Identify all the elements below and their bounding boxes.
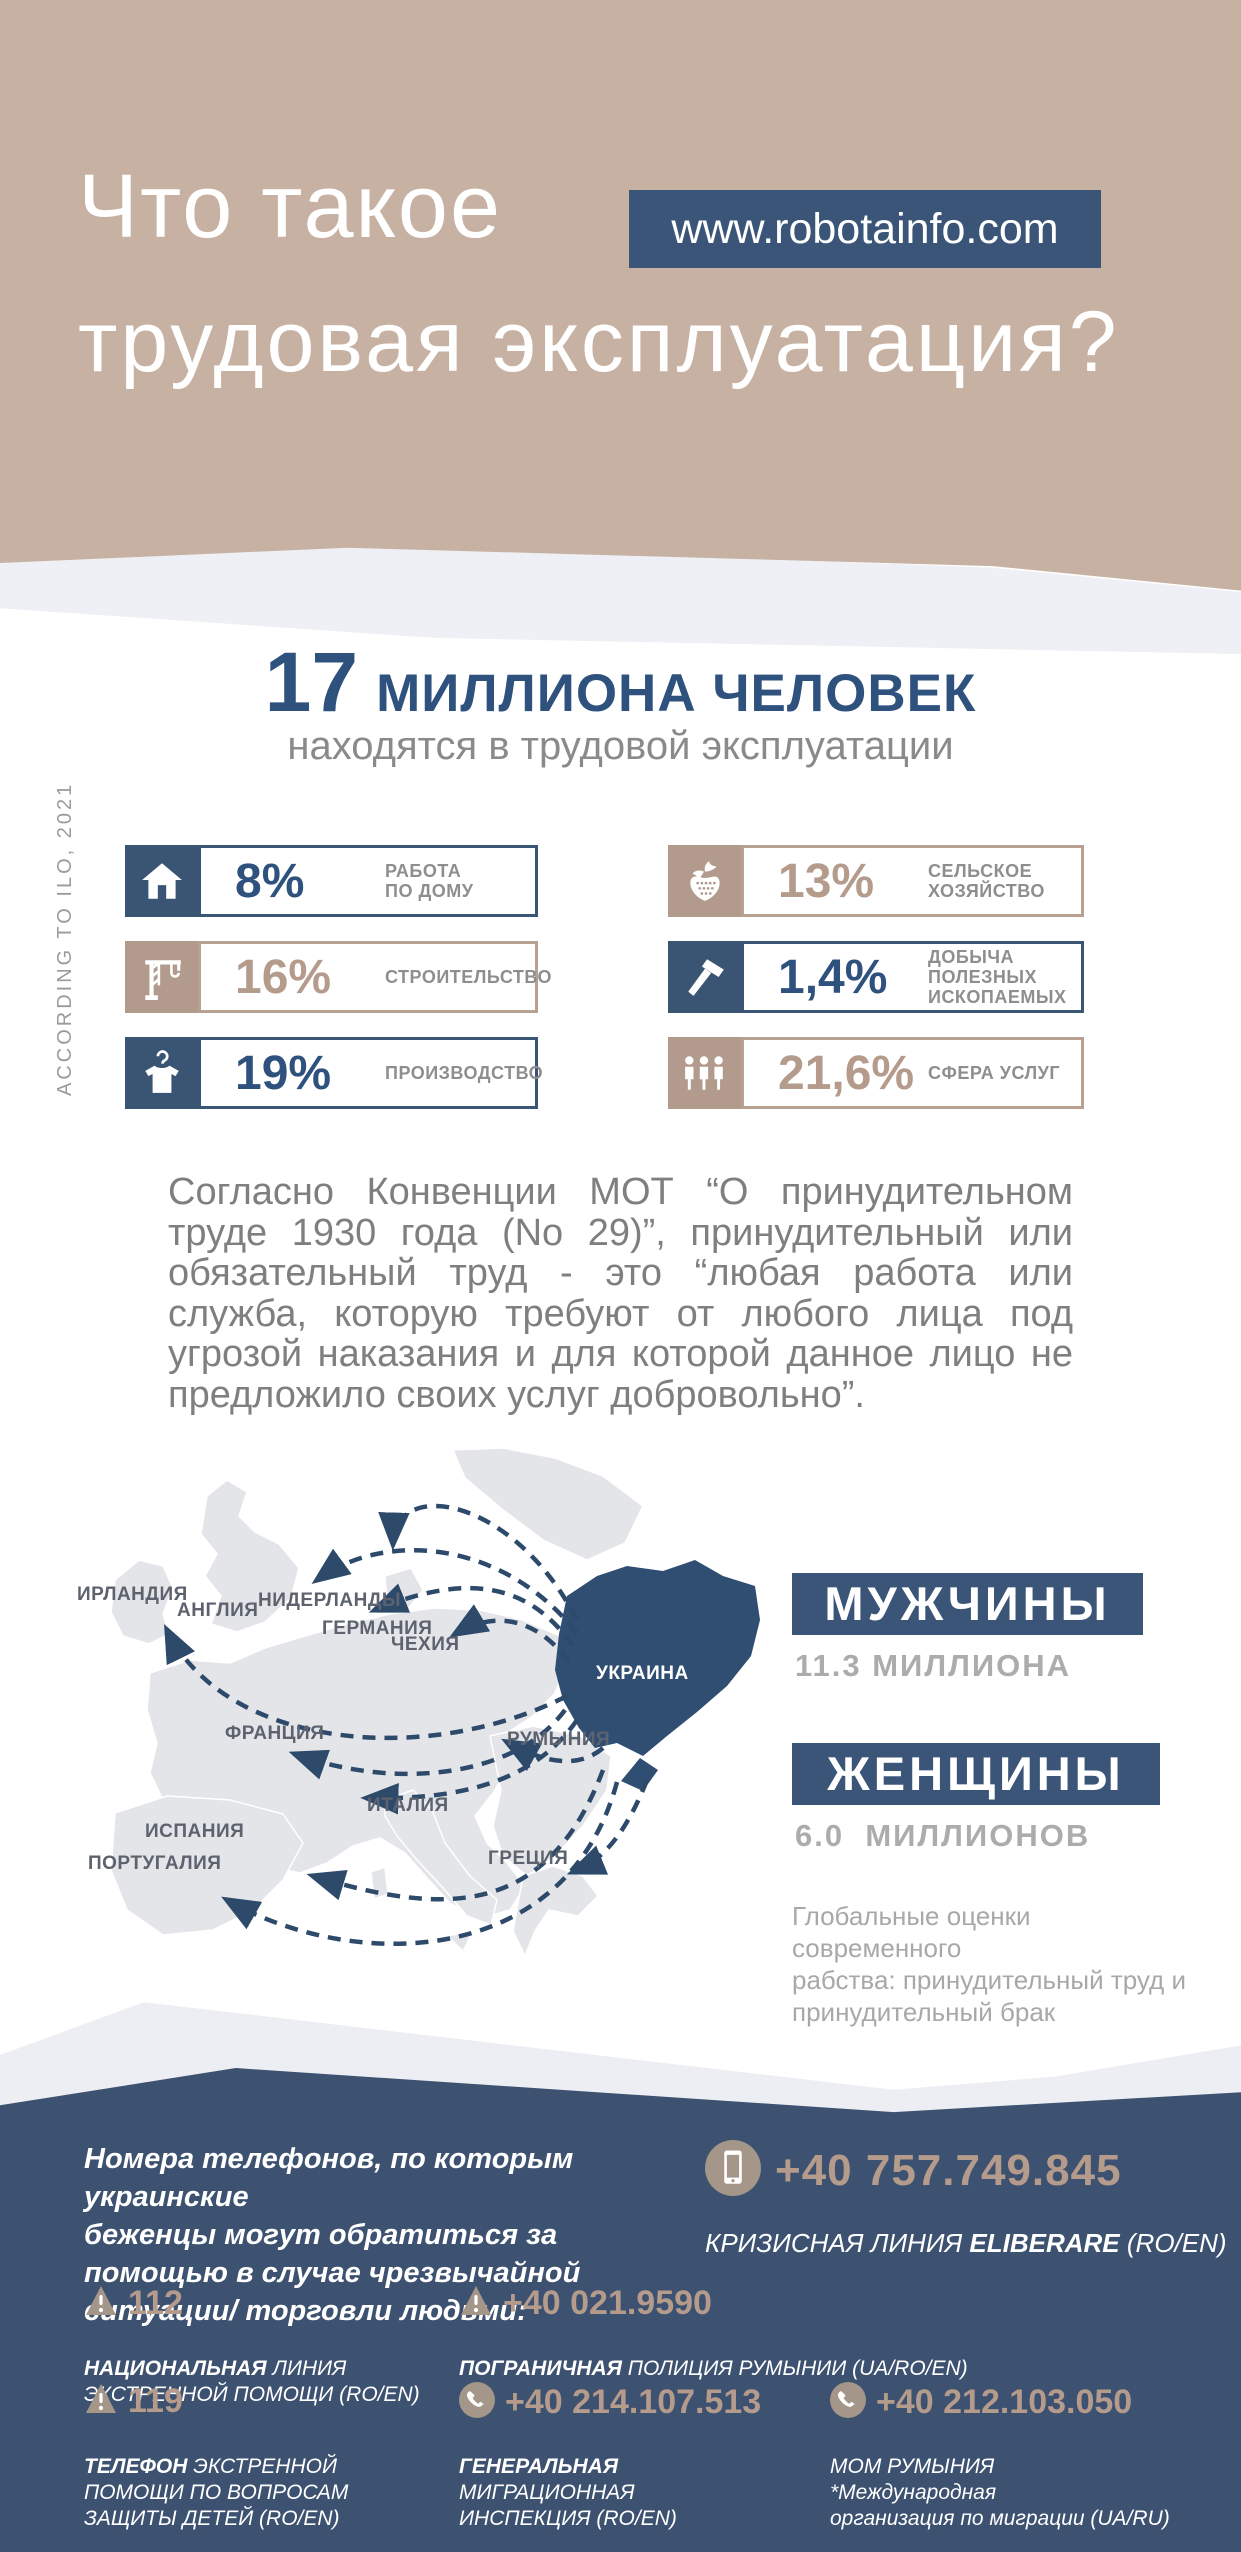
hammer-icon bbox=[668, 941, 741, 1013]
stat-percent: 8% bbox=[235, 854, 305, 908]
europe-trafficking-map: ИРЛАНДИЯ АНГЛИЯ НИДЕРЛАНДЫ ГЕРМАНИЯ ЧЕХИ… bbox=[77, 1448, 760, 1958]
map-label-ireland: ИРЛАНДИЯ bbox=[77, 1584, 188, 1605]
ukraine-shape bbox=[555, 1560, 760, 1791]
headline-subtitle: находятся в трудовой эксплуатации bbox=[287, 724, 954, 768]
map-label-netherlands: НИДЕРЛАНДЫ bbox=[258, 1590, 401, 1611]
stat-label: РАБОТА ПО ДОМУ bbox=[385, 861, 474, 901]
entry-label-bold: ТЕЛЕФОН bbox=[84, 2455, 188, 2478]
entry-label-rest: МИГРАЦИОННАЯ ИНСПЕКЦИЯ (RO/EN) bbox=[459, 2481, 677, 2530]
stat-label: СТРОИТЕЛЬСТВО bbox=[385, 967, 552, 987]
stat-mining: 1,4% ДОБЫЧА ПОЛЕЗНЫХ ИСКОПАЕМЫХ bbox=[668, 941, 1084, 1013]
map-label-germany: ГЕРМАНИЯ bbox=[322, 1618, 432, 1639]
phone-icon bbox=[459, 2382, 495, 2423]
website-link[interactable]: www.robotainfo.com bbox=[629, 190, 1101, 268]
house-icon bbox=[125, 845, 198, 917]
map-country-labels: ИРЛАНДИЯ АНГЛИЯ НИДЕРЛАНДЫ ГЕРМАНИЯ ЧЕХИ… bbox=[77, 1584, 689, 1874]
emergency-112: 112 bbox=[84, 2284, 183, 2323]
border-police: +40 021.9590 bbox=[459, 2284, 712, 2323]
map-label-ukraine: УКРАИНА bbox=[596, 1663, 689, 1684]
stat-label: ПРОИЗВОДСТВО bbox=[385, 1063, 544, 1083]
stat-domestic-work: 8% РАБОТА ПО ДОМУ bbox=[125, 845, 538, 917]
entry-label-border-police: ПОГРАНИЧНАЯ ПОЛИЦИЯ РУМЫНИИ (UA/RO/EN) bbox=[459, 2330, 1059, 2382]
stat-agriculture: 13% СЕЛЬСКОЕ ХОЗЯЙСТВО bbox=[668, 845, 1084, 917]
entry-number: 112 bbox=[128, 2284, 183, 2322]
entry-number: +40 214.107.513 bbox=[505, 2383, 762, 2421]
entry-label-iom: МОМ РУМЫНИЯ *Международная организация п… bbox=[830, 2428, 1170, 2532]
iom-romania: +40 212.103.050 bbox=[830, 2382, 1132, 2423]
entry-number: 119 bbox=[128, 2382, 183, 2420]
header-background bbox=[0, 0, 1241, 591]
entry-number: +40 212.103.050 bbox=[876, 2383, 1133, 2421]
headline-number: 17 bbox=[264, 635, 359, 729]
map-label-italy: ИТАЛИЯ bbox=[367, 1795, 449, 1816]
stat-label: СЕЛЬСКОЕ ХОЗЯЙСТВО bbox=[928, 861, 1045, 901]
website-url: www.robotainfo.com bbox=[671, 204, 1059, 253]
stat-label: СФЕРА УСЛУГ bbox=[928, 1063, 1061, 1083]
footer-background bbox=[0, 2119, 1241, 2552]
men-heading: МУЖЧИНЫ bbox=[792, 1573, 1143, 1635]
entry-label-rest: ЛИНИЯ ЭКСТРЕННОЙ ПОМОЩИ (RO/EN) bbox=[84, 2357, 420, 2406]
hotline-label-pre: КРИЗИСНАЯ ЛИНИЯ bbox=[705, 2228, 970, 2258]
hotline-label: КРИЗИСНАЯ ЛИНИЯ ELIBERARE (RO/EN) bbox=[705, 2228, 1227, 2259]
map-label-czechia: ЧЕХИЯ bbox=[391, 1634, 460, 1655]
map-label-romania: РУМЫНИЯ bbox=[507, 1729, 610, 1750]
crane-icon bbox=[125, 941, 198, 1013]
stat-percent: 21,6% bbox=[778, 1046, 915, 1100]
strawberry-icon bbox=[668, 845, 741, 917]
entry-label-119: ТЕЛЕФОН ЭКСТРЕННОЙ ПОМОЩИ ПО ВОПРОСАМ ЗА… bbox=[84, 2428, 424, 2532]
child-helpline-119: 119 bbox=[84, 2382, 183, 2421]
people-icon bbox=[668, 1037, 741, 1109]
warning-icon bbox=[84, 2284, 118, 2323]
page-title-line1: Что такое bbox=[78, 157, 503, 257]
hotline-label-post: (RO/EN) bbox=[1119, 2228, 1227, 2258]
hotline-number: +40 757.749.845 bbox=[775, 2145, 1122, 2195]
tshirt-icon bbox=[125, 1037, 198, 1109]
map-label-greece: ГРЕЦИЯ bbox=[488, 1848, 568, 1869]
stat-percent: 19% bbox=[235, 1046, 332, 1100]
map-label-france: ФРАНЦИЯ bbox=[225, 1723, 324, 1744]
stat-percent: 16% bbox=[235, 950, 332, 1004]
entry-number: +40 021.9590 bbox=[503, 2284, 712, 2322]
page-title-line2: трудовая эксплуатация? bbox=[78, 294, 1120, 390]
smartphone-icon bbox=[705, 2140, 761, 2201]
footer-intro: Номера телефонов, по которым украинские … bbox=[84, 2143, 581, 2327]
map-label-spain: ИСПАНИЯ bbox=[145, 1821, 244, 1842]
entry-label-migration: ГЕНЕРАЛЬНАЯ МИГРАЦИОННАЯ ИНСПЕКЦИЯ (RO/E… bbox=[459, 2428, 789, 2532]
entry-label-rest: ПОЛИЦИЯ РУМЫНИИ (UA/RO/EN) bbox=[621, 2357, 968, 2380]
ilo-convention-quote: Согласно Конвенции МОТ “О принудительном… bbox=[168, 1171, 1073, 1416]
entry-label-rest: ЭКСТРЕННОЙ ПОМОЩИ ПО ВОПРОСАМ ЗАЩИТЫ ДЕТ… bbox=[84, 2455, 349, 2530]
stat-construction: 16% СТРОИТЕЛЬСТВО bbox=[125, 941, 551, 1013]
entry-label-bold: НАЦИОНАЛЬНАЯ bbox=[84, 2357, 267, 2380]
entry-label-bold: ГЕНЕРАЛЬНАЯ bbox=[459, 2455, 619, 2478]
stat-percent: 1,4% bbox=[778, 950, 888, 1004]
stat-manufacturing: 19% ПРОИЗВОДСТВО bbox=[125, 1037, 543, 1109]
stat-services: 21,6% СФЕРА УСЛУГ bbox=[668, 1037, 1084, 1109]
crisis-hotline: +40 757.749.845 bbox=[705, 2140, 1122, 2201]
women-heading: ЖЕНЩИНЫ bbox=[792, 1743, 1160, 1805]
hotline-label-org: ELIBERARE bbox=[969, 2228, 1120, 2258]
entry-label-rest: МОМ РУМЫНИЯ *Международная организация п… bbox=[830, 2455, 1170, 2530]
slavery-estimates-note: Глобальные оценки современного рабства: … bbox=[792, 1901, 1186, 2027]
entry-label-112: НАЦИОНАЛЬНАЯ ЛИНИЯ ЭКСТРЕННОЙ ПОМОЩИ (RO… bbox=[84, 2330, 464, 2408]
warning-icon bbox=[84, 2382, 118, 2421]
entry-label-bold: ПОГРАНИЧНАЯ bbox=[459, 2357, 622, 2380]
map-label-england: АНГЛИЯ bbox=[177, 1600, 258, 1621]
headline-unit: МИЛЛИОНА ЧЕЛОВЕК bbox=[376, 664, 977, 723]
men-value: 11.3 МИЛЛИОНА bbox=[795, 1648, 1072, 1683]
stat-percent: 13% bbox=[778, 854, 875, 908]
ilo-source-note: ACCORDING TO ILO, 2021 bbox=[54, 781, 76, 1096]
migration-inspection: +40 214.107.513 bbox=[459, 2382, 761, 2423]
stat-label: ДОБЫЧА ПОЛЕЗНЫХ ИСКОПАЕМЫХ bbox=[928, 947, 1067, 1007]
women-value: 6.0 МИЛЛИОНОВ bbox=[795, 1818, 1091, 1853]
warning-icon bbox=[459, 2284, 493, 2323]
headline: 17 МИЛЛИОНА ЧЕЛОВЕК bbox=[0, 634, 1241, 731]
migration-arrows bbox=[164, 1503, 650, 1947]
map-label-portugal: ПОРТУГАЛИЯ bbox=[88, 1853, 221, 1874]
phone-icon bbox=[830, 2382, 866, 2423]
